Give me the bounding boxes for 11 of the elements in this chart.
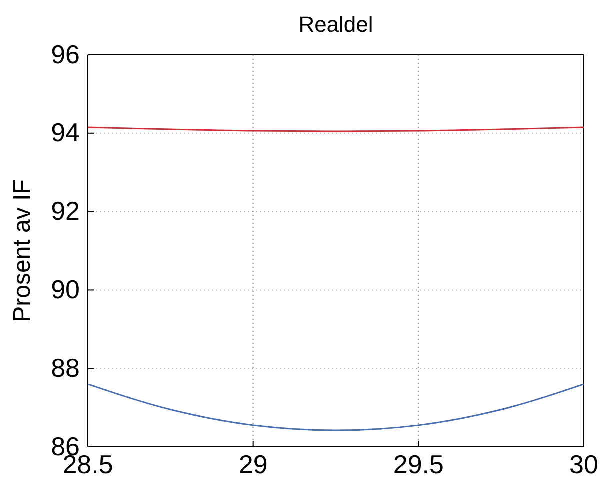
y-tick-label: 96 bbox=[51, 39, 80, 70]
y-tick-label: 90 bbox=[51, 274, 80, 305]
x-tick-label: 29 bbox=[238, 449, 268, 480]
x-tick-label: 29.5 bbox=[393, 449, 444, 480]
y-tick-label: 92 bbox=[51, 196, 80, 226]
x-tick-label: 30 bbox=[570, 449, 598, 480]
y-axis-title: Prosent av IF bbox=[9, 180, 36, 322]
y-tick-label: 88 bbox=[51, 352, 80, 383]
line-series bbox=[87, 384, 585, 432]
y-tick-label: 94 bbox=[51, 118, 80, 148]
chart-title: Realdel bbox=[298, 12, 374, 37]
